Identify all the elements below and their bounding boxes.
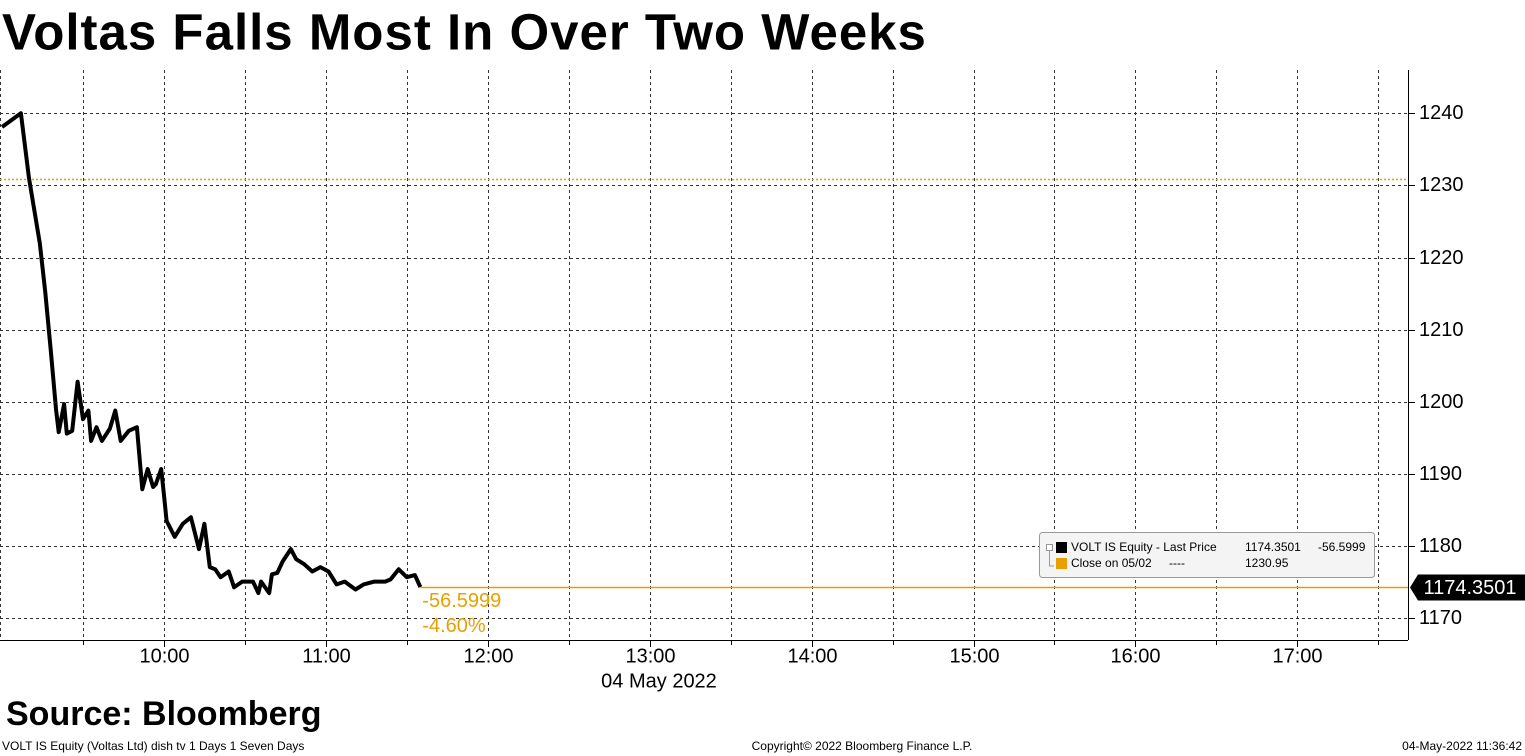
- legend-change: -56.5999: [1318, 540, 1366, 554]
- footer-left: VOLT IS Equity (Voltas Ltd) dish tv 1 Da…: [2, 739, 304, 753]
- footer-center: Copyright© 2022 Bloomberg Finance L.P.: [752, 739, 973, 753]
- y-tick-label: 1190: [1419, 463, 1462, 485]
- legend-swatch: [1056, 542, 1067, 553]
- legend-value: 1230.95: [1245, 556, 1289, 570]
- y-tick-label: 1220: [1419, 247, 1464, 269]
- price-line: [0, 111, 423, 596]
- chart-title: Voltas Falls Most In Over Two Weeks: [2, 3, 927, 60]
- legend: VOLT IS Equity - Last Price 1174.3501 -56.…: [1039, 532, 1375, 578]
- change-pct-label: -4.60%: [422, 615, 486, 637]
- x-tick-label: 15:00: [949, 645, 999, 667]
- footer-right: 04-May-2022 11:36:42: [1402, 739, 1522, 753]
- legend-swatch: [1056, 558, 1067, 569]
- change-label: -56.5999: [422, 590, 501, 612]
- y-tick-label: 1170: [1419, 607, 1462, 629]
- x-tick-label: 11:00: [302, 645, 351, 667]
- legend-label: VOLT IS Equity - Last Price: [1071, 540, 1217, 554]
- legend-dashes: ----: [1169, 556, 1185, 570]
- x-tick-label: 16:00: [1110, 645, 1160, 667]
- y-tick-label: 1200: [1419, 391, 1464, 413]
- legend-label: Close on 05/02: [1071, 556, 1152, 570]
- x-tick-label: 10:00: [139, 645, 189, 667]
- y-tick-label: 1240: [1419, 102, 1464, 124]
- x-axis-label: 04 May 2022: [601, 670, 717, 692]
- x-tick-label: 14:00: [787, 645, 837, 667]
- price-badge: [1410, 574, 1525, 601]
- legend-box: [1039, 532, 1375, 578]
- y-tick-label: 1230: [1419, 174, 1464, 196]
- y-tick-label: 1210: [1419, 319, 1464, 341]
- price-badge-label: 1174.3501: [1423, 577, 1516, 599]
- legend-toggle: [1046, 544, 1053, 551]
- legend-tree: [1049, 551, 1054, 567]
- x-tick-label: 13:00: [625, 645, 675, 667]
- source: Source: Bloomberg: [6, 695, 321, 733]
- x-tick-label: 17:00: [1272, 645, 1322, 667]
- x-tick-label: 12:00: [463, 645, 513, 667]
- y-tick-label: 1180: [1419, 535, 1462, 557]
- legend-value: 1174.3501: [1245, 540, 1301, 554]
